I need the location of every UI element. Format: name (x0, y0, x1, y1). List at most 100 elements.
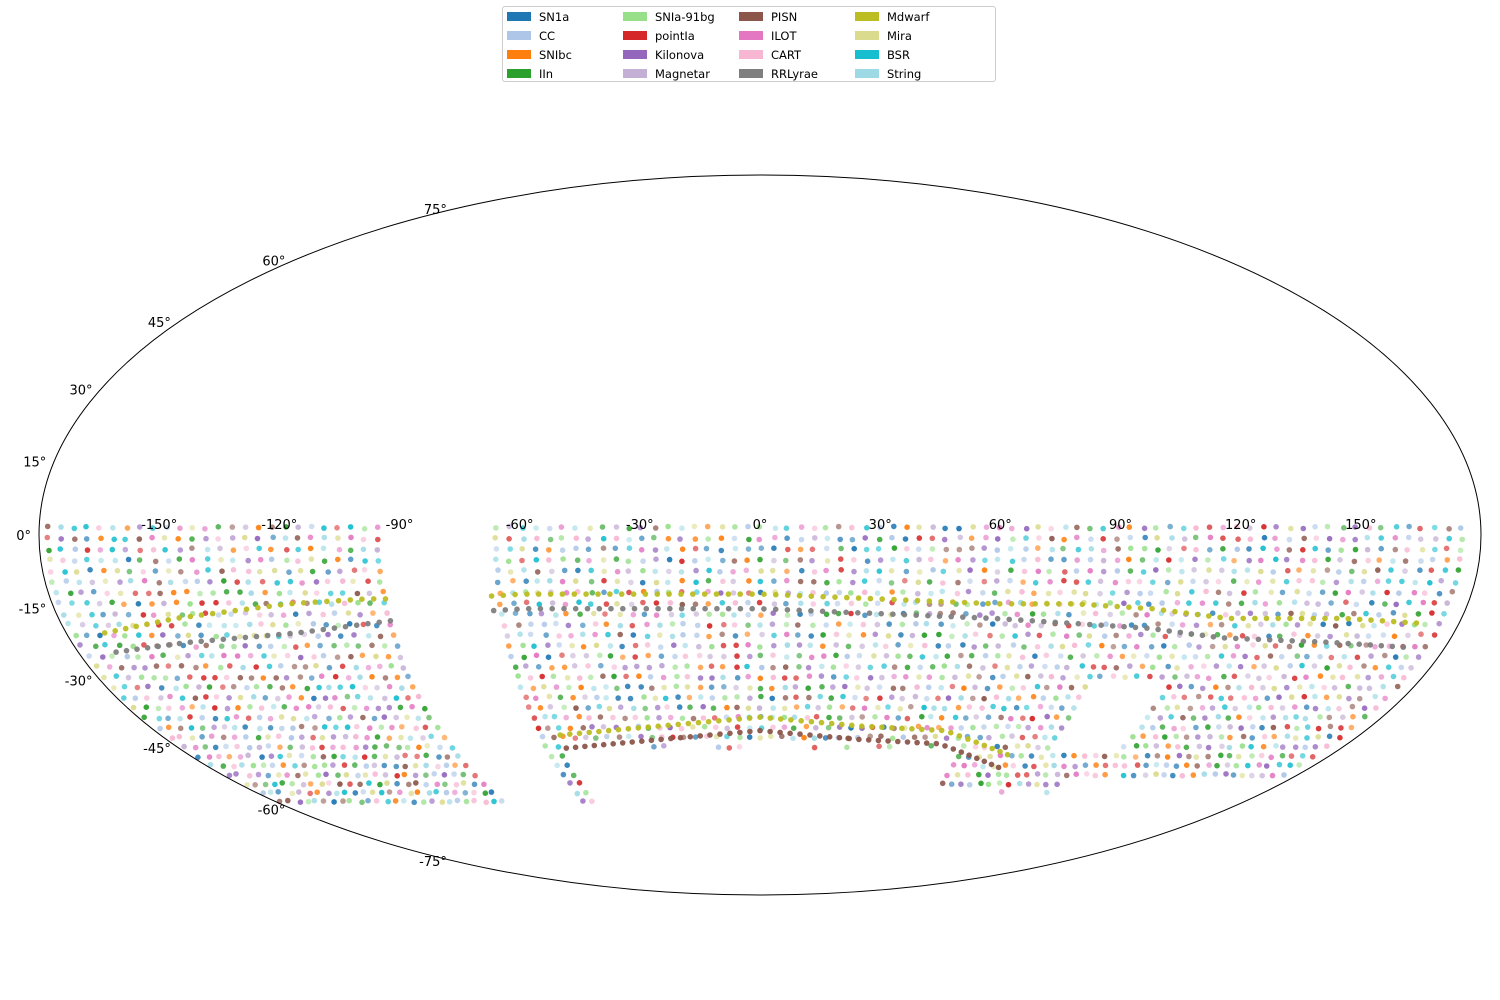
survey-point (1192, 654, 1199, 660)
survey-point (256, 545, 263, 552)
survey-point (930, 524, 936, 530)
survey-point (1319, 579, 1326, 586)
survey-point (622, 715, 628, 722)
survey-point (679, 558, 685, 565)
survey-point (914, 684, 920, 690)
survey-point (314, 789, 321, 795)
survey-point (1266, 637, 1273, 643)
survey-point (859, 714, 865, 720)
survey-point (507, 569, 514, 575)
survey-point (1287, 615, 1293, 622)
survey-point (1293, 714, 1299, 720)
survey-point (1233, 762, 1240, 769)
survey-point (1044, 789, 1050, 796)
survey-point (863, 695, 869, 702)
survey-point (1457, 547, 1464, 554)
survey-point (637, 524, 644, 531)
survey-point (292, 763, 298, 769)
survey-point (1459, 536, 1465, 543)
survey-point (441, 772, 448, 778)
survey-point (685, 720, 692, 727)
survey-point (1002, 744, 1009, 751)
survey-point (1066, 611, 1072, 618)
survey-point (1206, 613, 1212, 619)
survey-point (273, 675, 280, 681)
survey-point (1272, 643, 1279, 649)
legend-label: Mira (887, 28, 912, 43)
survey-point (1236, 714, 1242, 720)
survey-point (422, 724, 429, 731)
survey-point (1259, 772, 1265, 779)
survey-point (1323, 639, 1329, 645)
survey-point (1051, 762, 1057, 769)
survey-point (493, 525, 499, 531)
survey-point (994, 743, 1000, 750)
survey-point (994, 556, 1001, 563)
survey-point (884, 714, 890, 721)
survey-point (211, 724, 217, 731)
survey-point (813, 725, 819, 731)
survey-point (981, 567, 988, 573)
survey-point (308, 523, 315, 530)
survey-point (1085, 642, 1092, 648)
survey-point (1304, 600, 1310, 606)
survey-point (1023, 546, 1029, 552)
survey-point (784, 631, 790, 638)
survey-point (1296, 567, 1302, 573)
survey-point (247, 704, 253, 710)
survey-point (192, 695, 199, 701)
survey-point (888, 580, 895, 586)
survey-point (164, 524, 170, 531)
survey-point (640, 558, 646, 564)
survey-point (140, 569, 147, 575)
survey-point (117, 590, 124, 597)
survey-point (125, 556, 132, 563)
survey-point (582, 743, 588, 750)
survey-point (1227, 695, 1234, 701)
survey-point (269, 762, 276, 769)
survey-point (1107, 653, 1113, 660)
survey-point (196, 622, 202, 628)
survey-point (610, 714, 616, 721)
survey-point (877, 524, 883, 531)
survey-point (922, 734, 928, 740)
survey-point (936, 631, 942, 638)
survey-point (597, 714, 604, 720)
survey-point (360, 714, 366, 721)
survey-point (1248, 743, 1254, 750)
survey-point (570, 694, 576, 701)
survey-point (987, 632, 993, 639)
survey-point (1304, 735, 1310, 741)
survey-point (1012, 622, 1018, 629)
survey-point (625, 726, 632, 732)
survey-point (101, 674, 107, 681)
survey-point (86, 653, 92, 659)
survey-point (1338, 725, 1344, 731)
survey-point (1186, 642, 1192, 648)
survey-point (333, 724, 339, 731)
survey-point (1155, 621, 1161, 627)
survey-point (696, 652, 703, 659)
survey-point (1121, 623, 1127, 630)
survey-point (220, 734, 227, 741)
survey-point (1087, 621, 1093, 628)
survey-point (210, 590, 216, 596)
survey-point (545, 654, 552, 660)
survey-point (84, 556, 90, 563)
survey-point (111, 632, 117, 639)
survey-point (294, 535, 301, 541)
survey-point (869, 723, 875, 730)
survey-point (995, 643, 1001, 649)
survey-point (626, 525, 633, 532)
survey-point (595, 591, 601, 597)
survey-point (793, 675, 799, 681)
survey-point (580, 622, 586, 629)
survey-point (783, 525, 790, 531)
survey-point (655, 723, 661, 729)
survey-point (1341, 525, 1347, 531)
survey-point (1390, 673, 1397, 680)
survey-point (154, 619, 161, 625)
survey-point (162, 547, 168, 553)
survey-point (1231, 557, 1237, 564)
survey-point (327, 704, 334, 710)
